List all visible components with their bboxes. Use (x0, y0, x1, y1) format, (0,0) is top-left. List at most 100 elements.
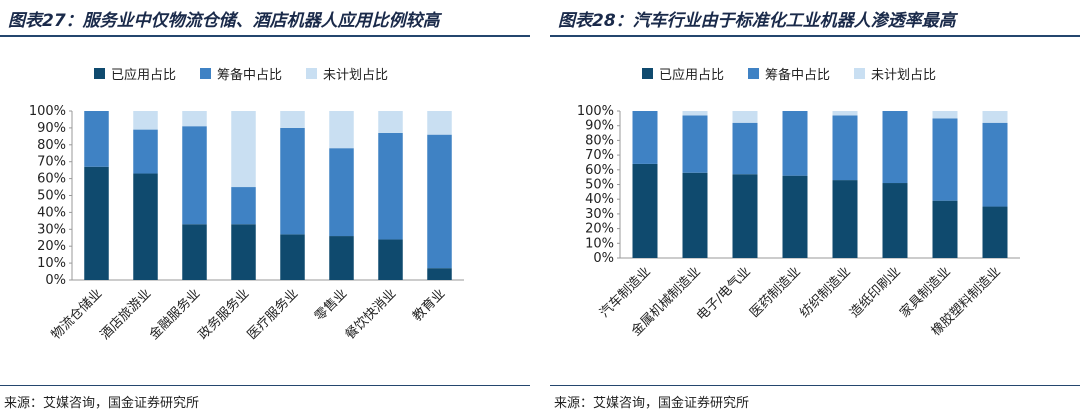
y-tick-label: 20% (585, 222, 614, 237)
bar-segment (932, 200, 958, 258)
legend-item-applied: 已应用占比 (642, 64, 724, 83)
bar-segment (182, 111, 207, 127)
bar-segment (732, 122, 758, 175)
y-tick-label: 10% (585, 236, 614, 251)
bar-segment (982, 122, 1008, 207)
chart-title: 图表27：服务业中仅物流仓储、酒店机器人应用比例较高 (8, 11, 440, 31)
x-category-label: 政务服务业 (195, 286, 252, 343)
bar-segment (378, 132, 403, 240)
bar-segment (133, 111, 158, 130)
bar-segment (882, 183, 908, 258)
bar-segment (982, 111, 1008, 123)
bar-segment (782, 111, 808, 176)
y-tick-label: 90% (37, 121, 66, 136)
y-tick-label: 50% (585, 178, 614, 193)
bar-segment (427, 268, 452, 280)
bar-segment (932, 111, 958, 119)
stacked-bar-chart: 0%10%20%30%40%50%60%70%80%90%100%汽车制造业金属… (577, 104, 1020, 339)
x-category-label: 电子/电气业 (693, 264, 753, 324)
legend-swatch-unplanned (306, 68, 318, 79)
bar-segment (682, 111, 708, 116)
y-tick-label: 100% (577, 104, 614, 119)
legend-label: 筹备中占比 (217, 68, 283, 83)
legend-label: 未计划占比 (323, 68, 389, 83)
legend-label: 已应用占比 (659, 68, 725, 83)
bar-segment (682, 115, 708, 173)
legend-swatch-preparing (200, 68, 212, 79)
chart-panel-28: 图表28：汽车行业由于标准化工业机器人渗透率最高 已应用占比 筹备中占比 未计划… (550, 0, 1080, 414)
y-tick-label: 10% (37, 256, 66, 271)
y-tick-label: 80% (37, 138, 66, 153)
bar-segment (280, 234, 305, 280)
source-note: 来源：艾媒咨询，国金证券研究所 (4, 396, 200, 411)
x-category-label: 医疗服务业 (244, 286, 301, 343)
y-tick-label: 70% (37, 155, 66, 170)
legend-item-unplanned: 未计划占比 (854, 64, 936, 83)
legend-swatch-unplanned (854, 68, 866, 79)
chart-title: 图表28：汽车行业由于标准化工业机器人渗透率最高 (558, 11, 956, 31)
legend-swatch-preparing (748, 68, 760, 79)
bar-segment (133, 129, 158, 174)
bar-segment (427, 111, 452, 135)
legend-label: 未计划占比 (871, 68, 937, 83)
bar-segment (632, 163, 658, 258)
bar-segment (832, 180, 858, 258)
y-tick-label: 0% (45, 273, 66, 288)
y-tick-label: 40% (37, 205, 66, 220)
x-category-label: 酒店旅游业 (98, 286, 155, 343)
bar-segment (329, 111, 354, 149)
y-tick-label: 80% (585, 133, 614, 148)
bar-segment (182, 126, 207, 225)
bar-segment (732, 174, 758, 258)
bar-segment (329, 148, 354, 237)
bar-segment (378, 239, 403, 280)
source-divider (0, 385, 530, 386)
x-category-label: 金融服务业 (146, 286, 203, 343)
y-tick-label: 90% (585, 119, 614, 134)
source-divider (550, 385, 1080, 386)
bar-segment (231, 187, 256, 225)
title-divider (550, 35, 1080, 37)
source-note: 来源：艾媒咨询，国金证券研究所 (554, 396, 750, 411)
legend-label: 筹备中占比 (765, 68, 831, 83)
chart-legend: 已应用占比 筹备中占比 未计划占比 (642, 64, 936, 83)
y-tick-label: 30% (37, 222, 66, 237)
chart-legend: 已应用占比 筹备中占比 未计划占比 (94, 64, 388, 83)
x-category-label: 教育业 (409, 286, 448, 325)
bar-segment (182, 224, 207, 280)
x-category-label: 餐饮快消业 (342, 286, 399, 343)
bar-segment (427, 134, 452, 269)
bar-segment (280, 127, 305, 235)
bar-segment (231, 111, 256, 188)
bar-segment (632, 111, 658, 164)
legend-item-preparing: 筹备中占比 (200, 64, 282, 83)
bar-segment (932, 118, 958, 201)
bar-segment (231, 224, 256, 280)
y-tick-label: 100% (29, 104, 66, 119)
bar-segment (133, 173, 158, 280)
x-category-label: 物流仓储业 (49, 286, 106, 343)
stacked-bar-chart: 0% 10% 20% 30% 40%50% 60% 70% 80% 90% 100% 物流仓储业酒店… (29, 104, 464, 343)
bar-segment (982, 206, 1008, 258)
legend-label: 已应用占比 (111, 68, 177, 83)
chart-panel-27: 图表27：服务业中仅物流仓储、酒店机器人应用比例较高 已应用占比 筹备中占比 未… (0, 0, 530, 414)
bar-segment (280, 111, 305, 128)
x-category-label: 造纸印刷业 (847, 264, 904, 321)
y-tick-label: 40% (585, 192, 614, 207)
bar-segment (329, 236, 354, 280)
bar-segment (882, 111, 908, 184)
x-category-label: 纺织制造业 (797, 264, 854, 321)
legend-item-unplanned: 未计划占比 (306, 64, 388, 83)
legend-item-preparing: 筹备中占比 (748, 64, 830, 83)
y-tick-label: 0% (593, 251, 614, 266)
y-tick-label: 60% (585, 163, 614, 178)
legend-swatch-applied (642, 68, 653, 79)
bar-segment (682, 172, 708, 258)
bar-segment (732, 111, 758, 123)
title-divider (0, 35, 530, 37)
y-tick-label: 30% (585, 207, 614, 222)
x-category-label: 零售业 (311, 286, 350, 325)
legend-swatch-applied (94, 68, 105, 79)
y-tick-label: 60% (37, 172, 66, 187)
bar-segment (84, 166, 109, 280)
